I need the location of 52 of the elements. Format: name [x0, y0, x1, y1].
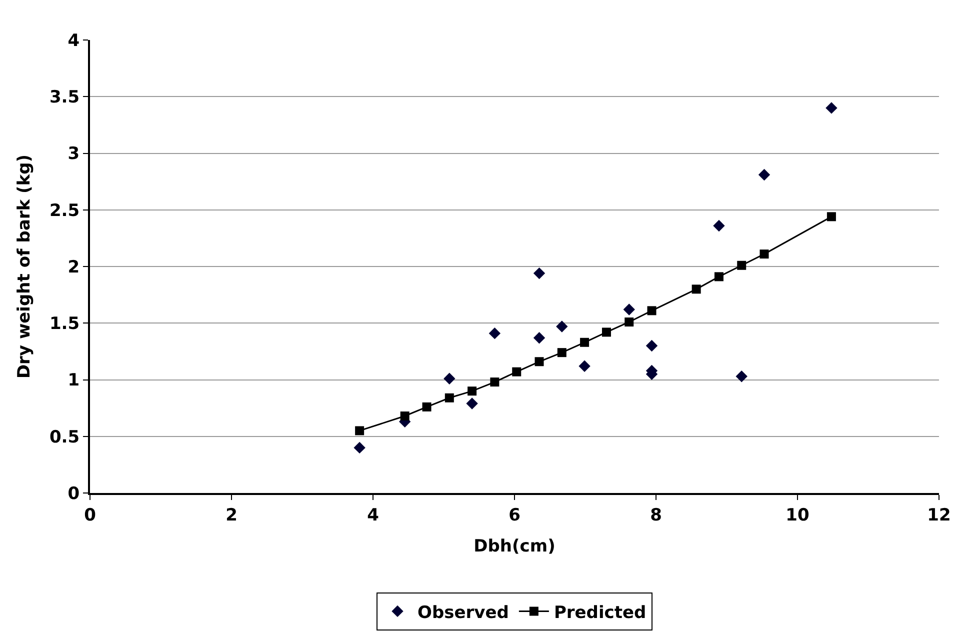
point [714, 272, 724, 282]
y-tick-label: 4 [68, 30, 80, 51]
x-tick-label: 10 [786, 505, 810, 526]
point [534, 357, 544, 366]
point [468, 386, 477, 396]
x-tick-label: 4 [367, 505, 380, 526]
point [578, 360, 590, 372]
y-axis-title: Dry weight of bark (kg) [14, 154, 35, 379]
point [557, 348, 566, 358]
x-tick-label: 8 [650, 505, 662, 526]
y-tick-label: 1 [68, 370, 80, 391]
y-tick-label: 3.5 [49, 88, 80, 108]
point [826, 102, 838, 114]
point [355, 426, 364, 436]
point [602, 328, 611, 337]
point [533, 267, 546, 280]
point [444, 372, 456, 384]
point [713, 220, 725, 232]
x-tick-label: 12 [927, 505, 951, 526]
point [623, 304, 635, 316]
y-tick-label: 2 [68, 257, 80, 278]
point [760, 250, 769, 259]
point [580, 338, 590, 347]
y-tick-label: 1.5 [49, 314, 80, 334]
y-tick-label: 0.5 [49, 427, 80, 448]
x-tick-label: 0 [84, 505, 96, 526]
y-tick-label: 2.5 [49, 200, 80, 221]
x-tick-label: 6 [508, 505, 520, 526]
point [692, 284, 701, 294]
point [646, 340, 658, 352]
point [444, 393, 454, 402]
point [647, 306, 656, 316]
point [490, 378, 500, 387]
point [512, 367, 522, 376]
point [533, 332, 546, 344]
point [400, 411, 410, 420]
point [737, 260, 746, 270]
legend-label: Predicted [554, 602, 646, 623]
point [488, 327, 501, 340]
y-tick-label: 0 [68, 484, 80, 504]
x-tick-label: 2 [226, 505, 238, 526]
point [422, 402, 432, 412]
point [354, 442, 366, 454]
point [758, 168, 770, 181]
point [466, 398, 478, 410]
x-axis-title: Dbh(cm) [474, 536, 556, 556]
legend-label: Observed [418, 602, 509, 623]
y-tick-label: 3 [68, 144, 80, 164]
point [736, 370, 748, 382]
point [624, 317, 634, 326]
point [826, 212, 836, 222]
point [556, 320, 568, 332]
